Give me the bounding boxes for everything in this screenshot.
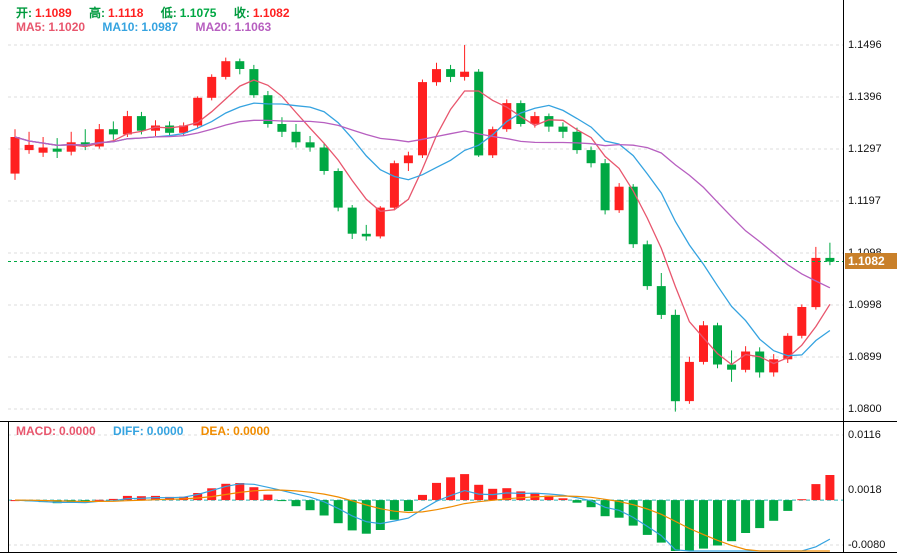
ma10-value: 1.0987	[141, 20, 179, 34]
diff-label: DIFF:	[113, 424, 144, 438]
macd-axis-label: 0.0116	[848, 429, 881, 441]
ma20-label: MA20:	[195, 20, 232, 34]
ma5-value: 1.1020	[48, 20, 86, 34]
price-axis-label: 1.1396	[848, 91, 882, 103]
ma-header: MA5: 1.1020 MA10: 1.0987 MA20: 1.1063	[16, 20, 285, 34]
low-label: 低:	[160, 6, 177, 20]
macd-readout: MACD: 0.0000	[16, 424, 96, 438]
ohlc-high: 高: 1.1118	[89, 6, 143, 20]
macd-value: 0.0000	[59, 424, 96, 438]
macd-indicator	[10, 474, 835, 552]
price-axis-label: 1.0899	[848, 351, 882, 363]
ma5-readout: MA5: 1.1020	[16, 20, 85, 34]
close-label: 收:	[233, 6, 250, 20]
ohlc-close: 收: 1.1082	[234, 6, 290, 20]
open-label: 开:	[16, 6, 32, 20]
macd-axis-label: -0.0080	[848, 539, 886, 551]
ma10-label: MA10:	[102, 20, 139, 34]
price-axis-label: 1.0998	[848, 299, 882, 311]
price-axis-label: 1.0800	[848, 403, 882, 415]
ohlc-header: 开: 1.1089 高: 1.1118 低: 1.1075 收: 1.1082	[16, 4, 304, 21]
candlesticks	[10, 45, 835, 412]
ma20-value: 1.1063	[234, 20, 272, 34]
price-grid-lines	[8, 44, 843, 410]
dea-value: 0.0000	[233, 424, 270, 438]
macd-header: MACD: 0.0000 DIFF: 0.0000 DEA: 0.0000	[16, 424, 284, 438]
diff-readout: DIFF: 0.0000	[113, 424, 183, 438]
price-axis-label: 1.1496	[848, 39, 882, 51]
ma-lines	[14, 79, 831, 366]
dea-label: DEA:	[200, 424, 231, 438]
ohlc-low: 低: 1.1075	[161, 6, 217, 20]
high-value: 1.1118	[108, 6, 144, 20]
low-value: 1.1075	[179, 6, 217, 20]
price-axis-label: 1.1297	[848, 143, 882, 155]
diff-value: 0.0000	[146, 424, 184, 438]
current-price-tag: 1.1082	[845, 253, 897, 269]
macd-axis-label: 0.0018	[848, 484, 882, 496]
ma20-readout: MA20: 1.1063	[195, 20, 271, 34]
dea-readout: DEA: 0.0000	[201, 424, 270, 438]
macd-label: MACD:	[16, 424, 56, 438]
price-axis-label: 1.1197	[848, 195, 881, 207]
ohlc-open: 开: 1.1089	[16, 6, 72, 20]
open-value: 1.1089	[35, 6, 72, 20]
ma10-readout: MA10: 1.0987	[102, 20, 178, 34]
high-label: 高:	[89, 6, 106, 20]
ma5-label: MA5:	[16, 20, 46, 34]
close-value: 1.1082	[252, 6, 290, 20]
